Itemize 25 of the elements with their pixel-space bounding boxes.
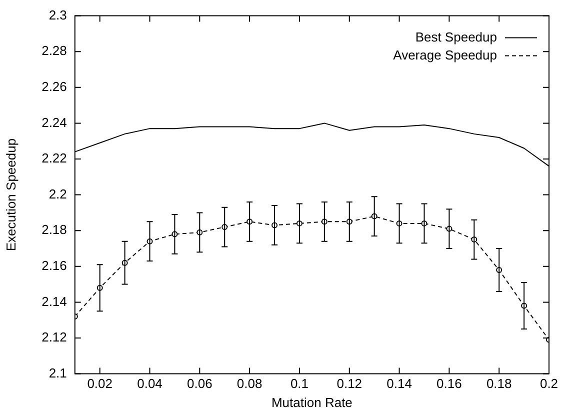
legend-label: Average Speedup bbox=[393, 47, 497, 62]
y-tick-label: 2.3 bbox=[48, 7, 67, 22]
x-tick-label: 0.04 bbox=[137, 376, 162, 392]
x-axis-title: Mutation Rate bbox=[271, 394, 352, 410]
y-tick-label: 2.2 bbox=[48, 186, 67, 202]
y-tick-label: 2.22 bbox=[42, 150, 67, 166]
x-tick-label: 0.02 bbox=[87, 376, 113, 392]
x-tick-label: 0.16 bbox=[436, 376, 462, 392]
legend-label: Best Speedup bbox=[415, 29, 497, 44]
y-tick-label: 2.1 bbox=[48, 365, 67, 380]
x-tick-label: 0.2 bbox=[540, 376, 558, 392]
y-axis-title: Execution Speedup bbox=[3, 138, 18, 252]
x-tick-label: 0.14 bbox=[386, 376, 412, 392]
y-tick-label: 2.28 bbox=[42, 43, 67, 58]
y-tick-label: 2.16 bbox=[42, 258, 67, 273]
y-tick-label: 2.12 bbox=[42, 330, 67, 345]
x-tick-label: 0.08 bbox=[236, 376, 262, 392]
x-tick-label: 0.18 bbox=[486, 376, 512, 392]
y-tick-label: 2.24 bbox=[42, 114, 67, 130]
x-tick-label: 0.12 bbox=[336, 376, 362, 392]
y-tick-label: 2.14 bbox=[42, 294, 67, 309]
y-tick-label: 2.18 bbox=[42, 222, 67, 238]
x-tick-label: 0.1 bbox=[290, 376, 309, 392]
y-tick-label: 2.26 bbox=[42, 78, 67, 94]
x-tick-label: 0.06 bbox=[187, 376, 212, 392]
